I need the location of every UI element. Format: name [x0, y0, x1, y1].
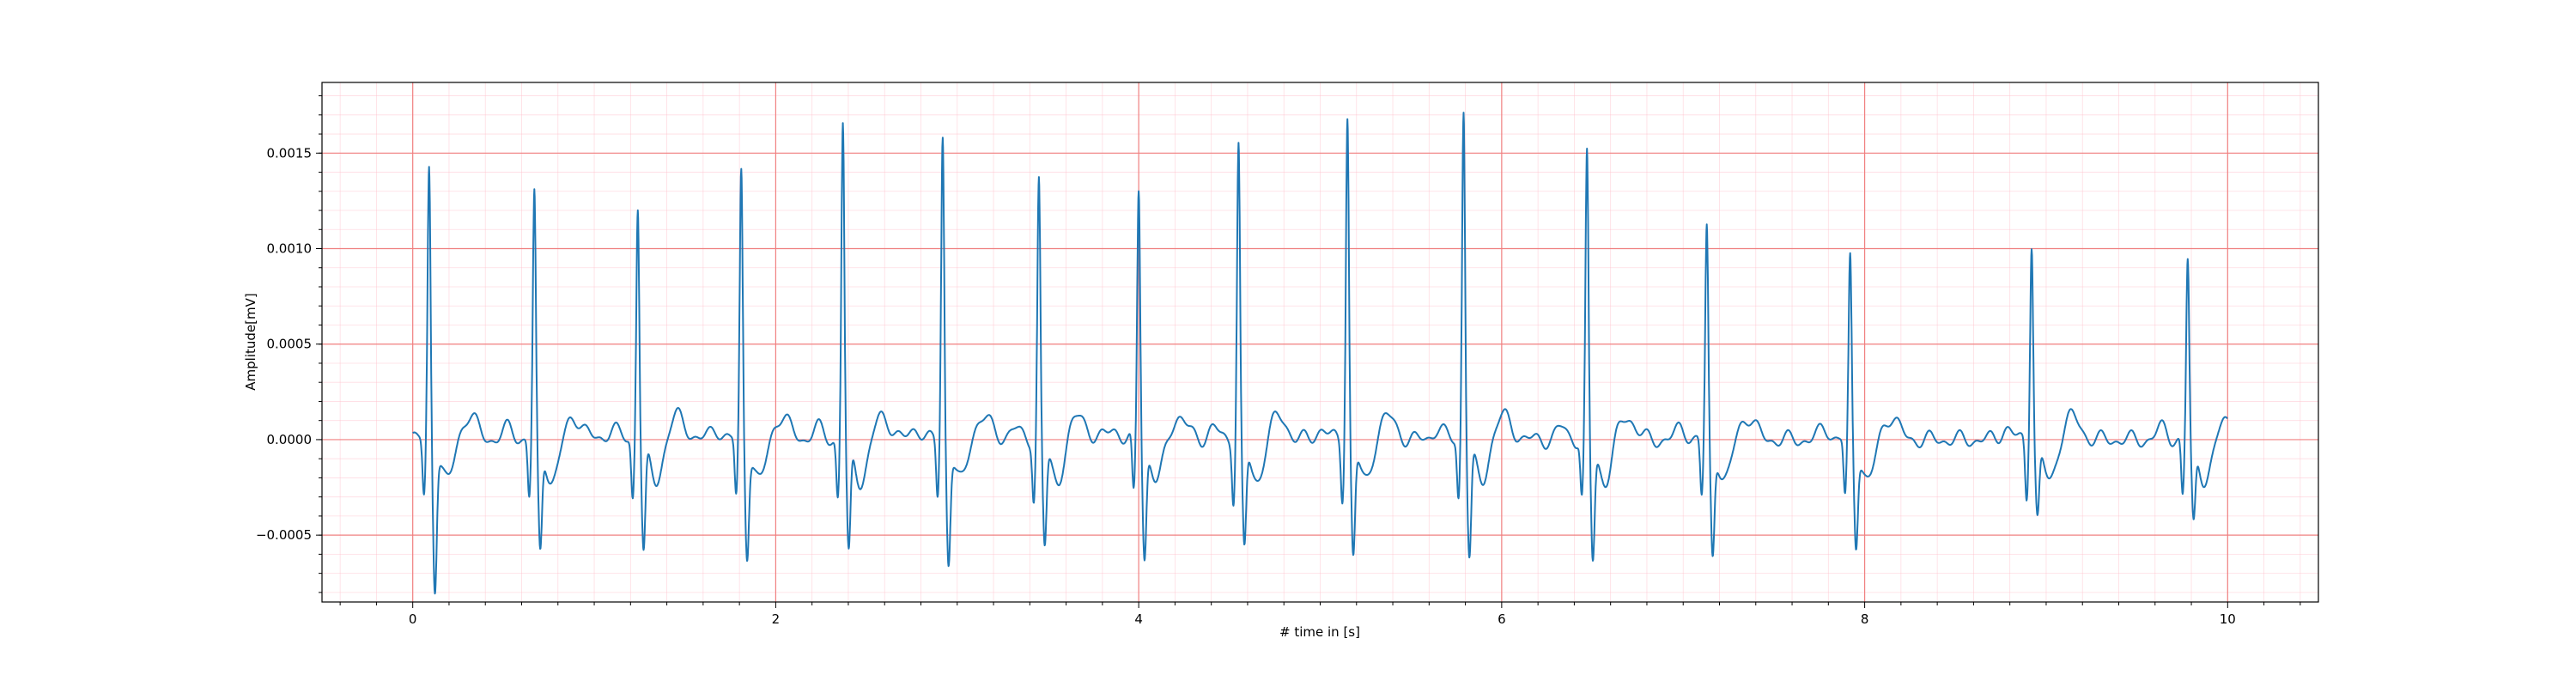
y-axis-label: Amplitude[mV]: [243, 293, 258, 390]
x-tick-label: 8: [1861, 611, 1869, 627]
y-tick-label: 0.0015: [267, 145, 313, 161]
y-tick-label: 0.0005: [267, 337, 313, 352]
x-tick-label: 10: [2220, 611, 2236, 627]
y-tick-label: −0.0005: [256, 527, 312, 543]
x-tick-label: 6: [1498, 611, 1506, 627]
x-tick-label: 2: [772, 611, 781, 627]
x-tick-label: 4: [1134, 611, 1143, 627]
y-tick-label: 0.0010: [267, 241, 313, 257]
y-tick-label: 0.0000: [267, 432, 313, 447]
x-axis-label: # time in [s]: [1279, 624, 1360, 640]
x-tick-label: 0: [409, 611, 417, 627]
